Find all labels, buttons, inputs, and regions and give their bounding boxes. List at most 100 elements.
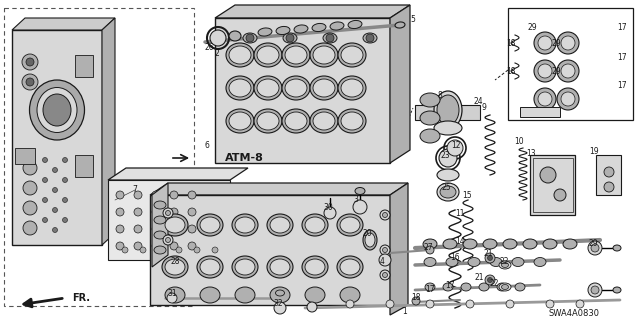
Text: 23: 23 (440, 151, 450, 160)
Bar (520, 107, 560, 117)
Ellipse shape (257, 79, 279, 97)
Ellipse shape (437, 95, 459, 125)
Ellipse shape (502, 285, 509, 290)
Polygon shape (102, 18, 115, 245)
Circle shape (485, 275, 495, 285)
Ellipse shape (340, 287, 360, 303)
Circle shape (485, 253, 495, 263)
Ellipse shape (330, 22, 344, 30)
Ellipse shape (235, 217, 255, 233)
Text: 17: 17 (617, 24, 627, 33)
Ellipse shape (254, 76, 282, 100)
Ellipse shape (197, 256, 223, 278)
Circle shape (23, 181, 37, 195)
Circle shape (380, 270, 390, 280)
Ellipse shape (243, 33, 257, 43)
Ellipse shape (310, 76, 338, 100)
Text: ATM-8: ATM-8 (225, 153, 264, 163)
Circle shape (22, 54, 38, 70)
Ellipse shape (313, 112, 335, 130)
Ellipse shape (341, 79, 363, 97)
Circle shape (534, 88, 556, 110)
Circle shape (246, 34, 254, 42)
Text: 30: 30 (323, 204, 333, 212)
Ellipse shape (499, 283, 511, 291)
Circle shape (561, 92, 575, 106)
Ellipse shape (437, 169, 459, 181)
Circle shape (188, 208, 196, 216)
Ellipse shape (257, 112, 279, 130)
Text: 18: 18 (506, 66, 516, 76)
Circle shape (274, 302, 286, 314)
Ellipse shape (37, 87, 77, 132)
Circle shape (466, 300, 474, 308)
Ellipse shape (258, 28, 272, 36)
Text: 25: 25 (441, 183, 451, 192)
Circle shape (591, 244, 599, 252)
Ellipse shape (283, 33, 297, 43)
Circle shape (557, 32, 579, 54)
Polygon shape (215, 5, 410, 18)
Circle shape (176, 247, 182, 253)
Text: 17: 17 (617, 53, 627, 62)
Text: 27: 27 (423, 242, 433, 251)
Circle shape (540, 167, 556, 183)
Polygon shape (390, 183, 408, 315)
Text: FR.: FR. (72, 293, 90, 303)
Ellipse shape (229, 112, 251, 130)
Text: 2: 2 (214, 48, 220, 57)
Ellipse shape (503, 239, 517, 249)
Circle shape (561, 36, 575, 50)
Ellipse shape (461, 283, 471, 291)
Circle shape (116, 208, 124, 216)
Ellipse shape (254, 109, 282, 133)
Ellipse shape (502, 263, 509, 268)
Circle shape (63, 197, 67, 203)
Ellipse shape (341, 112, 363, 130)
Text: 7: 7 (132, 186, 138, 195)
Text: 10: 10 (514, 137, 524, 146)
Circle shape (152, 191, 160, 199)
Text: 13: 13 (526, 149, 536, 158)
Bar (108, 180, 230, 260)
Circle shape (166, 238, 170, 242)
Ellipse shape (420, 111, 440, 125)
Ellipse shape (443, 283, 453, 291)
Text: 22: 22 (499, 257, 509, 266)
Text: 29: 29 (551, 66, 561, 76)
Text: 21: 21 (483, 249, 493, 257)
Circle shape (23, 161, 37, 175)
Circle shape (22, 74, 38, 90)
Text: 24: 24 (473, 98, 483, 107)
Text: 1: 1 (403, 308, 408, 316)
Circle shape (588, 241, 602, 255)
Circle shape (26, 78, 34, 86)
Circle shape (167, 293, 177, 303)
Ellipse shape (229, 46, 251, 64)
Circle shape (166, 211, 170, 216)
Text: 22: 22 (489, 278, 499, 287)
Circle shape (52, 167, 58, 173)
Ellipse shape (285, 79, 307, 97)
Circle shape (134, 242, 142, 250)
Circle shape (134, 208, 142, 216)
Text: 31: 31 (167, 288, 177, 298)
Ellipse shape (200, 217, 220, 233)
Circle shape (538, 64, 552, 78)
Ellipse shape (229, 79, 251, 97)
Bar (508, 8, 633, 120)
Circle shape (170, 242, 178, 250)
Circle shape (63, 218, 67, 222)
Ellipse shape (365, 233, 375, 247)
Ellipse shape (443, 239, 457, 249)
Circle shape (63, 177, 67, 182)
Ellipse shape (294, 25, 308, 33)
Bar (12, 30, 102, 245)
Ellipse shape (434, 91, 462, 129)
Ellipse shape (423, 239, 437, 249)
Ellipse shape (483, 239, 497, 249)
Circle shape (307, 302, 317, 312)
Text: 9: 9 (481, 103, 486, 113)
Ellipse shape (285, 46, 307, 64)
Circle shape (134, 225, 142, 233)
